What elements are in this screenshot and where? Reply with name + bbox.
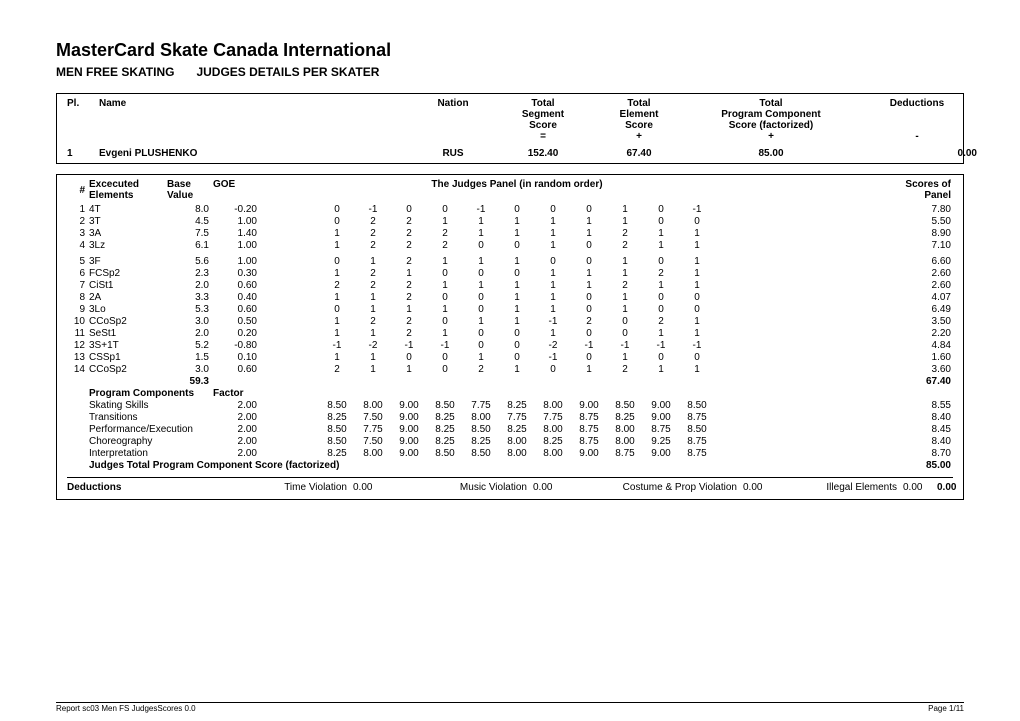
elements-table: # ExcecutedElements BaseValue GOE The Ju…	[67, 177, 953, 471]
event-title: MasterCard Skate Canada International	[56, 40, 964, 61]
page-footer: Report sc03 Men FS JudgesScores 0.0 Page…	[56, 702, 964, 713]
event-subtitle: MEN FREE SKATINGJUDGES DETAILS PER SKATE…	[56, 65, 964, 79]
summary-box: Pl. Name Nation Total Segment Score = To…	[56, 93, 964, 164]
elements-box: # ExcecutedElements BaseValue GOE The Ju…	[56, 174, 964, 500]
deductions-row: Deductions Time Violation 0.00 Music Vio…	[67, 477, 953, 493]
